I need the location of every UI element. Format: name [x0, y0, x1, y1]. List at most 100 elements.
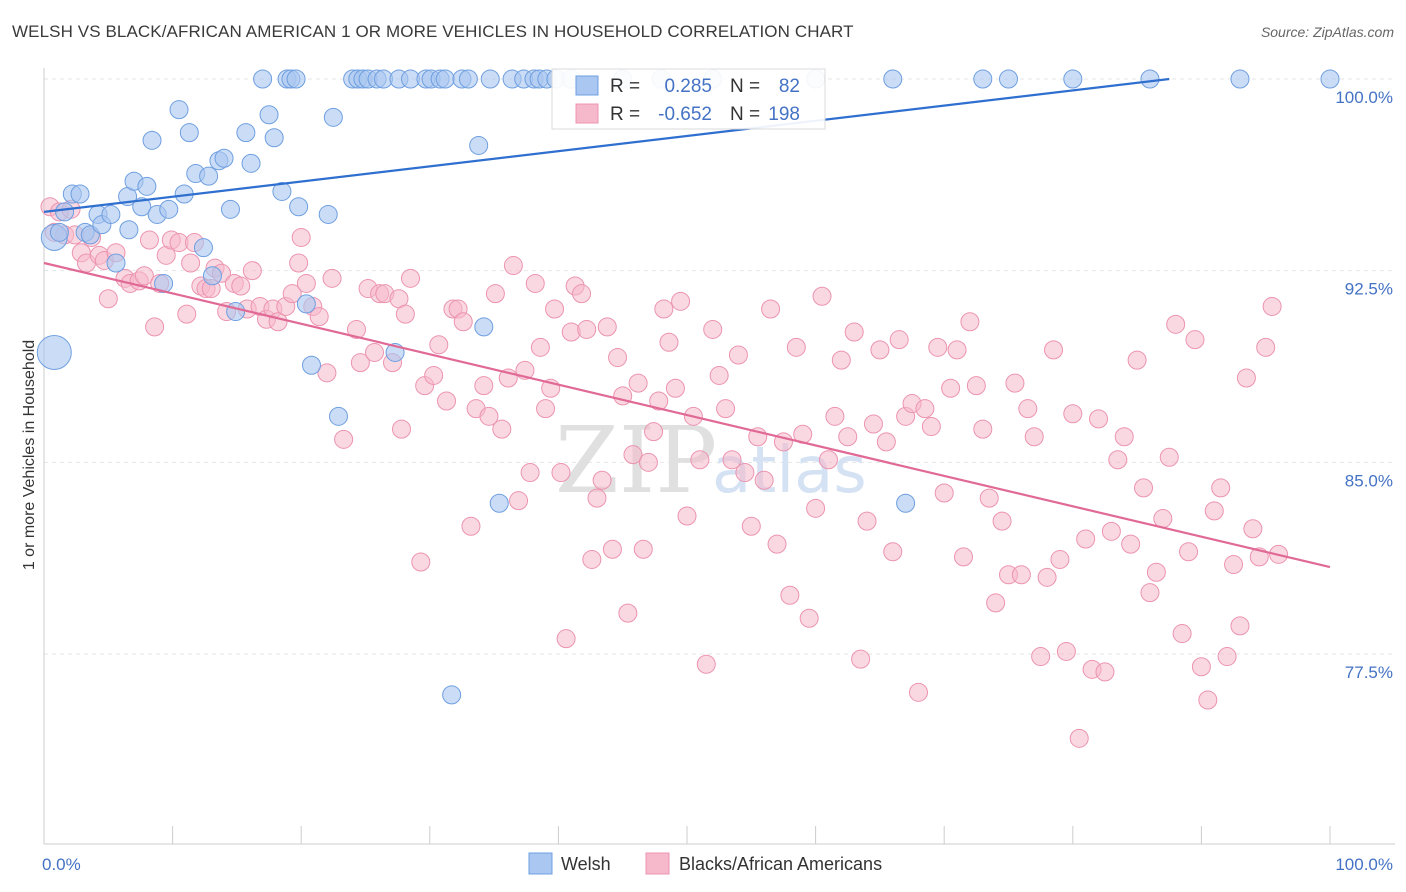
point-welsh [36, 334, 72, 370]
point-blacks [941, 378, 961, 398]
point-welsh [159, 199, 179, 219]
axes [43, 68, 1395, 845]
point-welsh [301, 355, 321, 375]
point-welsh [458, 69, 478, 89]
point-blacks [1217, 647, 1237, 667]
point-blacks [453, 312, 473, 332]
point-blacks [915, 399, 935, 419]
point-blacks [1256, 337, 1276, 357]
point-welsh [328, 406, 348, 426]
point-blacks [392, 419, 412, 439]
point-welsh [318, 204, 338, 224]
point-welsh [474, 317, 494, 337]
point-welsh [259, 105, 279, 125]
point-blacks [716, 399, 736, 419]
point-blacks [623, 445, 643, 465]
point-welsh [70, 184, 90, 204]
point-blacks [1159, 447, 1179, 467]
point-blacks [786, 337, 806, 357]
stats-box: R = 0.285 N = 82 R = -0.652 N = 198 [551, 68, 826, 130]
point-welsh [323, 107, 343, 127]
y-tick-label: 77.5% [1345, 663, 1393, 682]
point-blacks [1076, 529, 1096, 549]
point-blacks [863, 414, 883, 434]
point-blacks [844, 322, 864, 342]
point-blacks [1114, 427, 1134, 447]
point-blacks [608, 348, 628, 368]
point-blacks [1031, 647, 1051, 667]
point-welsh [226, 302, 246, 322]
point-blacks [1172, 624, 1192, 644]
point-blacks [638, 452, 658, 472]
point-welsh [137, 176, 157, 196]
point-blacks [322, 268, 342, 288]
stats-welsh-r-label: R = [610, 76, 640, 97]
point-blacks [177, 304, 197, 324]
stats-black-n-label: N = [730, 104, 760, 125]
point-blacks [181, 253, 201, 273]
point-blacks [1262, 296, 1282, 316]
point-welsh [199, 166, 219, 186]
point-blacks [1095, 662, 1115, 682]
point-blacks [947, 340, 967, 360]
point-blacks [889, 330, 909, 350]
point-blacks [139, 230, 159, 250]
point-blacks [1236, 368, 1256, 388]
point-welsh [253, 69, 273, 89]
point-blacks [587, 488, 607, 508]
point-blacks [876, 432, 896, 452]
point-blacks [572, 284, 592, 304]
point-welsh [999, 69, 1018, 89]
point-welsh [272, 181, 292, 201]
legend-welsh-swatch [528, 852, 553, 875]
point-welsh [202, 266, 222, 286]
point-blacks [1005, 373, 1025, 393]
point-blacks [851, 649, 871, 669]
point-welsh [220, 199, 240, 219]
point-blacks [654, 299, 674, 319]
point-blacks [659, 332, 679, 352]
point-blacks [520, 463, 540, 483]
point-blacks [145, 317, 165, 337]
point-blacks [551, 463, 571, 483]
point-blacks [966, 376, 986, 396]
x-tick-label-min: 0.0% [42, 855, 81, 874]
point-blacks [1204, 501, 1224, 521]
tick-labels: 77.5% 85.0% 92.5% 100.0% 0.0% 100.0% [42, 88, 1393, 874]
point-blacks [973, 419, 993, 439]
point-blacks [1069, 728, 1089, 748]
point-blacks [953, 547, 973, 567]
point-blacks [503, 256, 523, 276]
point-blacks [1044, 340, 1064, 360]
point-blacks [1166, 314, 1186, 334]
point-blacks [401, 268, 421, 288]
point-blacks [1185, 330, 1205, 350]
point-welsh [289, 197, 309, 217]
point-blacks [633, 539, 653, 559]
point-blacks [485, 284, 505, 304]
point-welsh [49, 222, 69, 242]
point-welsh [154, 273, 174, 293]
y-tick-label: 100.0% [1335, 88, 1393, 107]
point-blacks [799, 608, 819, 628]
point-blacks [628, 373, 648, 393]
point-welsh [896, 493, 916, 513]
point-welsh [489, 493, 509, 513]
stats-black-r-label: R = [610, 104, 640, 125]
point-blacks [231, 276, 251, 296]
point-blacks [509, 491, 529, 511]
point-blacks [309, 307, 329, 327]
point-blacks [461, 516, 481, 536]
point-blacks [437, 391, 457, 411]
point-welsh [1320, 69, 1340, 89]
point-welsh [241, 153, 261, 173]
legend-black-label-swatch [645, 852, 670, 875]
point-blacks [536, 399, 556, 419]
point-welsh [1063, 69, 1083, 89]
point-welsh [973, 69, 993, 89]
point-blacks [479, 406, 499, 426]
point-blacks [780, 585, 800, 605]
point-blacks [1224, 555, 1244, 575]
point-welsh [119, 220, 139, 240]
point-blacks [703, 319, 723, 339]
